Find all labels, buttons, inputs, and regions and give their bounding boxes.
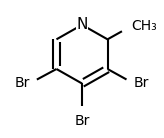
Text: N: N bbox=[76, 17, 88, 32]
Text: Br: Br bbox=[134, 76, 149, 91]
Text: Br: Br bbox=[74, 114, 90, 128]
Text: CH₃: CH₃ bbox=[131, 19, 157, 33]
Text: Br: Br bbox=[14, 76, 30, 91]
